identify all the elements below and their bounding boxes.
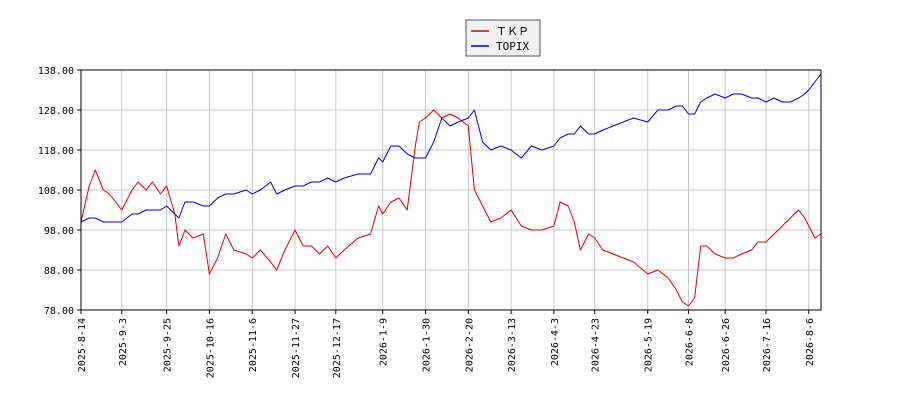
x-tick-label: 2026-7-16 bbox=[762, 318, 773, 372]
legend: ＴＫＰ TOPIX bbox=[465, 19, 541, 57]
x-tick-label: 2026-4-3 bbox=[550, 318, 561, 366]
y-tick-label: 78.00 bbox=[44, 306, 74, 317]
legend-label-0: ＴＫＰ bbox=[496, 25, 529, 38]
y-tick-label: 108.00 bbox=[38, 186, 74, 197]
x-tick-label: 2026-5-19 bbox=[644, 318, 655, 372]
x-tick-label: 2025-9-25 bbox=[163, 318, 174, 372]
x-tick-label: 2026-1-9 bbox=[379, 318, 390, 366]
x-tick-label: 2025-11-6 bbox=[248, 318, 259, 372]
series-lines bbox=[80, 73, 822, 307]
x-tick-label: 2026-6-26 bbox=[721, 318, 732, 372]
y-tick-label: 138.00 bbox=[38, 66, 74, 77]
x-tick-label: 2026-1-30 bbox=[422, 318, 433, 372]
x-tick-label: 2026-4-23 bbox=[591, 318, 602, 372]
axis-ticks: 138.00128.00118.00108.0098.0088.0078.002… bbox=[38, 66, 816, 378]
x-tick-label: 2025-10-16 bbox=[205, 318, 216, 378]
grid bbox=[80, 69, 821, 311]
y-tick-label: 128.00 bbox=[38, 106, 74, 117]
x-tick-label: 2026-6-8 bbox=[684, 318, 695, 366]
y-tick-label: 118.00 bbox=[38, 146, 74, 157]
x-tick-label: 2025-11-27 bbox=[291, 318, 302, 378]
x-tick-label: 2025-8-14 bbox=[77, 318, 88, 372]
series-line-0 bbox=[80, 109, 822, 307]
legend-box bbox=[465, 19, 541, 57]
y-tick-label: 88.00 bbox=[44, 266, 74, 277]
legend-label-1: TOPIX bbox=[496, 40, 529, 53]
y-tick-label: 98.00 bbox=[44, 226, 74, 237]
x-tick-label: 2026-3-13 bbox=[507, 318, 518, 372]
x-tick-label: 2025-9-3 bbox=[118, 318, 129, 366]
series-line-1 bbox=[80, 73, 822, 223]
x-tick-label: 2026-2-20 bbox=[464, 318, 475, 372]
x-tick-label: 2025-12-17 bbox=[332, 318, 343, 378]
x-tick-label: 2026-8-6 bbox=[805, 318, 816, 366]
